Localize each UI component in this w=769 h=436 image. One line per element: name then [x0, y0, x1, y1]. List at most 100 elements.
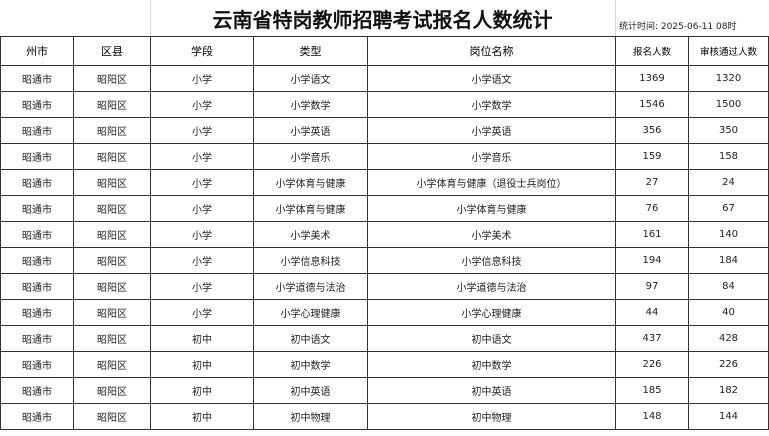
table-cell: 158 [688, 143, 769, 170]
table-cell: 初中物理 [253, 403, 368, 430]
table-row: 昭通市 昭阳区 初中 初中语文 初中语文 437 428 [0, 325, 769, 352]
table-cell: 小学体育与健康 [367, 195, 616, 222]
table-body: 昭通市 昭阳区 小学 小学语文 小学语文 1369 1320 昭通市 昭阳区 小学 小学数学 小学数学… [0, 65, 769, 430]
column-header: 类型 [253, 36, 368, 66]
table-cell: 1500 [688, 91, 769, 118]
column-header: 岗位名称 [367, 36, 616, 66]
table-cell: 小学语文 [367, 65, 616, 92]
title-row: 云南省特岗教师招聘考试报名人数统计 统计时间: 2025-06-11 08时 [0, 0, 769, 37]
table-cell: 350 [688, 117, 769, 144]
table-cell: 昭通市 [0, 91, 74, 118]
table-cell: 小学道德与法治 [367, 273, 616, 300]
table-cell: 小学 [150, 299, 254, 326]
table-cell: 昭阳区 [73, 117, 151, 144]
table-cell: 昭通市 [0, 169, 74, 196]
table-cell: 226 [615, 351, 689, 378]
table-cell: 小学数学 [367, 91, 616, 118]
table-cell: 小学数学 [253, 91, 368, 118]
table-cell: 小学 [150, 91, 254, 118]
table: 州市 区县 学段 类型 岗位名称 报名人数 审核通过人数 昭通市 昭阳区 小学 小学语文 小学语文 1… [0, 36, 769, 430]
table-cell: 小学 [150, 65, 254, 92]
table-cell: 小学体育与健康 [253, 169, 368, 196]
column-header: 区县 [73, 36, 151, 66]
column-header: 审核通过人数 [688, 36, 769, 66]
table-cell: 小学 [150, 221, 254, 248]
table-cell: 小学 [150, 195, 254, 222]
table-cell: 27 [615, 169, 689, 196]
table-cell: 185 [615, 377, 689, 404]
table-cell: 初中 [150, 325, 254, 352]
table-row: 昭通市 昭阳区 小学 小学语文 小学语文 1369 1320 [0, 65, 769, 92]
table-cell: 初中英语 [253, 377, 368, 404]
table-cell: 84 [688, 273, 769, 300]
table-cell: 小学 [150, 117, 254, 144]
table-cell: 初中数学 [367, 351, 616, 378]
table-cell: 67 [688, 195, 769, 222]
table-cell: 182 [688, 377, 769, 404]
table-row: 昭通市 昭阳区 小学 小学体育与健康 小学体育与健康 76 67 [0, 195, 769, 222]
table-cell: 初中物理 [367, 403, 616, 430]
column-header: 报名人数 [615, 36, 689, 66]
column-header: 州市 [0, 36, 74, 66]
table-row: 昭通市 昭阳区 初中 初中英语 初中英语 185 182 [0, 377, 769, 404]
table-cell: 144 [688, 403, 769, 430]
timestamp: 统计时间: 2025-06-11 08时 [619, 22, 737, 32]
table-cell: 昭通市 [0, 65, 74, 92]
table-row: 昭通市 昭阳区 小学 小学音乐 小学音乐 159 158 [0, 143, 769, 170]
table-cell: 初中数学 [253, 351, 368, 378]
table-cell: 初中语文 [253, 325, 368, 352]
table-cell: 小学英语 [367, 117, 616, 144]
table-cell: 昭通市 [0, 351, 74, 378]
column-header: 学段 [150, 36, 254, 66]
table-cell: 小学音乐 [253, 143, 368, 170]
table-cell: 184 [688, 247, 769, 274]
table-cell: 昭通市 [0, 221, 74, 248]
table-cell: 24 [688, 169, 769, 196]
table-cell: 昭阳区 [73, 65, 151, 92]
table-cell: 昭通市 [0, 195, 74, 222]
table-cell: 356 [615, 117, 689, 144]
table-cell: 40 [688, 299, 769, 326]
table-cell: 小学体育与健康 [253, 195, 368, 222]
table-cell: 159 [615, 143, 689, 170]
table-row: 昭通市 昭阳区 小学 小学数学 小学数学 1546 1500 [0, 91, 769, 118]
table-row: 昭通市 昭阳区 小学 小学信息科技 小学信息科技 194 184 [0, 247, 769, 274]
table-cell: 昭通市 [0, 117, 74, 144]
table-cell: 小学 [150, 273, 254, 300]
table-cell: 昭阳区 [73, 221, 151, 248]
table-cell: 昭通市 [0, 299, 74, 326]
table-cell: 昭阳区 [73, 299, 151, 326]
table-cell: 小学 [150, 247, 254, 274]
table-cell: 428 [688, 325, 769, 352]
table-cell: 194 [615, 247, 689, 274]
title: 云南省特岗教师招聘考试报名人数统计 [212, 10, 553, 32]
table-cell: 小学音乐 [367, 143, 616, 170]
table-cell: 昭阳区 [73, 325, 151, 352]
table-cell: 小学美术 [253, 221, 368, 248]
table-cell: 437 [615, 325, 689, 352]
table-cell: 97 [615, 273, 689, 300]
table-cell: 昭阳区 [73, 403, 151, 430]
table-cell: 小学英语 [253, 117, 368, 144]
table-row: 昭通市 昭阳区 小学 小学体育与健康 小学体育与健康（退役士兵岗位） 27 24 [0, 169, 769, 196]
table-cell: 小学 [150, 169, 254, 196]
table-cell: 昭阳区 [73, 351, 151, 378]
table-cell: 昭阳区 [73, 143, 151, 170]
table-cell: 小学道德与法治 [253, 273, 368, 300]
table-cell: 148 [615, 403, 689, 430]
table-cell: 昭通市 [0, 325, 74, 352]
table-row: 昭通市 昭阳区 小学 小学美术 小学美术 161 140 [0, 221, 769, 248]
table-cell: 小学 [150, 143, 254, 170]
table-cell: 小学美术 [367, 221, 616, 248]
grid-line [615, 0, 616, 36]
table-cell: 小学心理健康 [367, 299, 616, 326]
table-row: 昭通市 昭阳区 初中 初中物理 初中物理 148 144 [0, 403, 769, 430]
table-cell: 昭阳区 [73, 91, 151, 118]
table-cell: 小学体育与健康（退役士兵岗位） [367, 169, 616, 196]
table-cell: 昭阳区 [73, 195, 151, 222]
table-cell: 初中语文 [367, 325, 616, 352]
table-row: 昭通市 昭阳区 小学 小学英语 小学英语 356 350 [0, 117, 769, 144]
table-cell: 小学信息科技 [253, 247, 368, 274]
table-cell: 初中 [150, 403, 254, 430]
table-cell: 小学心理健康 [253, 299, 368, 326]
